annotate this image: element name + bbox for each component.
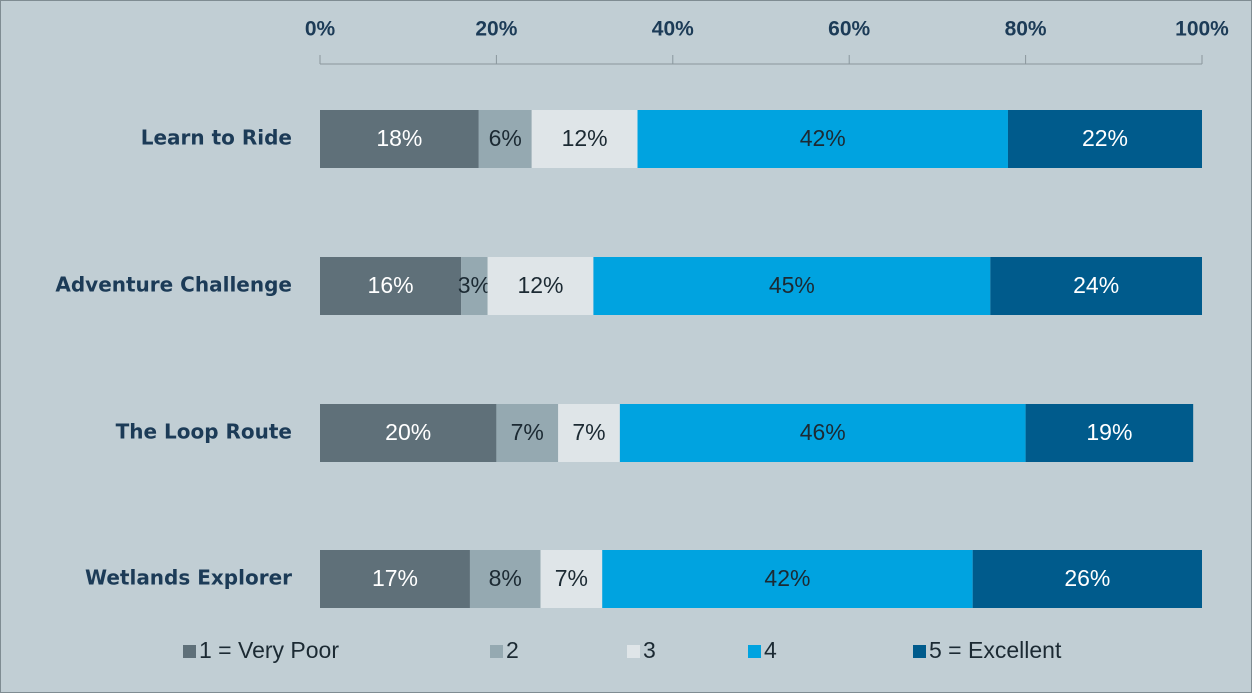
x-tick-label: 100% xyxy=(1175,18,1229,41)
bar-segment xyxy=(593,257,991,315)
x-tick-label: 60% xyxy=(828,18,870,41)
bar-segment xyxy=(990,257,1202,315)
legend-label: 5 = Excellent xyxy=(929,637,1062,663)
value-label: 22% xyxy=(1082,125,1128,151)
legend-swatch xyxy=(183,645,196,658)
value-label: 24% xyxy=(1073,272,1119,298)
bar-segment xyxy=(1007,110,1202,168)
category-label: The Loop Route xyxy=(116,420,292,444)
bar-segment xyxy=(602,550,973,608)
value-label: 20% xyxy=(385,419,431,445)
value-label: 7% xyxy=(511,419,544,445)
value-label: 42% xyxy=(764,565,810,591)
x-tick-label: 20% xyxy=(475,18,517,41)
bar-segment xyxy=(531,110,638,168)
value-label: 19% xyxy=(1086,419,1132,445)
bar-segment xyxy=(619,404,1026,462)
value-label: 7% xyxy=(572,419,605,445)
bar-segment xyxy=(637,110,1008,168)
value-label: 18% xyxy=(376,125,422,151)
legend-swatch xyxy=(913,645,926,658)
legend-label: 1 = Very Poor xyxy=(199,637,339,663)
value-label: 6% xyxy=(489,125,522,151)
legend-swatch xyxy=(627,645,640,658)
x-tick-label: 40% xyxy=(652,18,694,41)
category-label: Adventure Challenge xyxy=(55,273,292,297)
legend-label: 2 xyxy=(506,637,519,663)
value-label: 12% xyxy=(517,272,563,298)
bar-segment xyxy=(461,257,488,315)
bar-segment xyxy=(320,404,497,462)
bar-segment xyxy=(972,550,1202,608)
value-label: 16% xyxy=(368,272,414,298)
bar-segment xyxy=(1025,404,1194,462)
value-label: 7% xyxy=(555,565,588,591)
bar-segment xyxy=(320,110,479,168)
bar-segment xyxy=(478,110,532,168)
x-tick-label: 0% xyxy=(305,18,336,41)
category-label: Learn to Ride xyxy=(141,126,292,150)
value-label: 45% xyxy=(769,272,815,298)
legend-swatch xyxy=(748,645,761,658)
bar-segment xyxy=(320,550,470,608)
legend-label: 4 xyxy=(764,637,777,663)
legend-label: 3 xyxy=(643,637,656,663)
legend-swatch xyxy=(490,645,503,658)
value-label: 12% xyxy=(562,125,608,151)
bar-segment xyxy=(496,404,559,462)
value-label: 26% xyxy=(1064,565,1110,591)
value-label: 42% xyxy=(800,125,846,151)
value-label: 8% xyxy=(489,565,522,591)
bar-segment xyxy=(487,257,594,315)
bar-segment xyxy=(469,550,541,608)
value-label: 46% xyxy=(800,419,846,445)
category-label: Wetlands Explorer xyxy=(85,566,292,590)
value-label: 17% xyxy=(372,565,418,591)
bar-segment xyxy=(320,257,462,315)
bar-segment xyxy=(540,550,603,608)
value-label: 3% xyxy=(458,272,491,298)
bar-segment xyxy=(558,404,620,462)
x-tick-label: 80% xyxy=(1005,18,1047,41)
